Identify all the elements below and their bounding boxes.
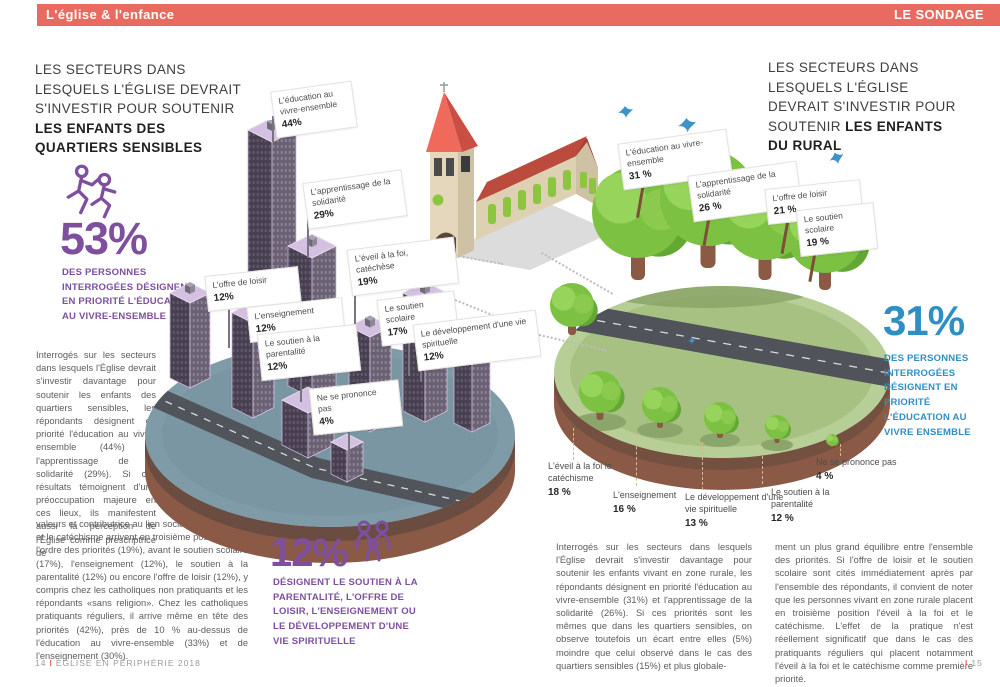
dotted-leader — [573, 428, 574, 460]
runners-icon — [66, 164, 117, 219]
label-value: 18 % — [548, 487, 571, 499]
dotted-leader — [636, 436, 637, 486]
bird-icon — [829, 152, 844, 165]
bird-icon — [678, 118, 696, 133]
stat-12-value: 12% — [270, 531, 348, 575]
stat-53-caption: DES PERSONNES INTERROGÉES DÉSIGNENT EN P… — [62, 267, 194, 323]
header-rubric: L'église & l'enfance — [46, 7, 175, 22]
bird-icon — [688, 338, 696, 344]
right-title-bold: LES ENFANTS DU RURAL — [768, 118, 943, 154]
dotted-leader — [762, 446, 763, 484]
left-body-paragraph-1: Interrogés sur les secteurs dans lesquel… — [36, 350, 156, 558]
label-text: Le développement d'une vie spirituelle — [685, 492, 784, 515]
left-title-bold: LES ENFANTS DES QUARTIERS SENSIBLES — [35, 120, 203, 156]
label-text: L'enseignement — [613, 490, 677, 500]
header-section-tag: LE SONDAGE — [894, 7, 984, 22]
stat-53-value: 53% — [60, 213, 148, 264]
label-value: 12 % — [771, 513, 794, 525]
sign-pole — [228, 300, 230, 348]
chart2-label-scolaire: Le soutien scolaire 19 % — [795, 202, 879, 258]
sign-pole — [272, 116, 274, 142]
label-value: 16 % — [613, 504, 636, 516]
right-body-column-2: ment un plus grand équilibre entre l'ens… — [775, 542, 973, 684]
left-body-paragraph-2: valeurs et contributrice au lien social.… — [36, 519, 248, 661]
footer-separator: I — [49, 658, 53, 668]
church-illustration — [426, 82, 613, 270]
label-text: Ne se prononce pas — [816, 457, 897, 467]
chart2-label-enseignement: L'enseignement 16 % — [613, 489, 705, 517]
stat-12-caption: DÉSIGNENT LE SOUTIEN À LA PARENTALITÉ, L… — [273, 577, 418, 647]
sign-pole — [408, 318, 410, 376]
right-body-column-1: Interrogés sur les secteurs dans lesquel… — [556, 542, 752, 671]
right-title-normal: LES SECTEURS DANS LESQUELS L'ÉGLISE DEVR… — [768, 60, 956, 134]
stat-31-value: 31% — [883, 297, 965, 344]
label-text: Le soutien à la parentalité — [771, 487, 830, 510]
sign-pole — [348, 418, 350, 462]
sign-pole — [300, 366, 302, 402]
bird-icon — [618, 106, 633, 118]
chart1-label-nsp: Ne se prononce pas 4% — [308, 379, 404, 436]
footer-right: I 15 — [962, 658, 983, 668]
dotted-leader — [702, 442, 703, 490]
family-icon — [355, 520, 391, 562]
birds-overlay — [618, 106, 844, 165]
right-section-title: LES SECTEURS DANS LESQUELS L'ÉGLISE DEVR… — [768, 58, 960, 156]
chart2-label-vie-spirituelle: Le développement d'une vie spirituelle 1… — [685, 491, 789, 531]
sign-pole — [307, 206, 309, 258]
left-title-normal: LES SECTEURS DANS LESQUELS L'ÉGLISE DEVR… — [35, 62, 241, 117]
left-section-title: LES SECTEURS DANS LESQUELS L'ÉGLISE DEVR… — [35, 60, 243, 158]
page-number: 14 — [35, 658, 47, 668]
footer-separator: I — [965, 658, 969, 668]
label-value: 13 % — [685, 518, 708, 530]
page-number: 15 — [971, 658, 983, 668]
footer-left: 14 I ÉGLISE EN PÉRIPHÉRIE 2018 — [35, 658, 201, 668]
dotted-leader — [840, 444, 841, 456]
sign-pole — [354, 278, 356, 328]
chart2-label-nsp: Ne se prononce pas 4 % — [816, 456, 932, 484]
footer-publication: ÉGLISE EN PÉRIPHÉRIE 2018 — [55, 658, 201, 668]
label-text: L'éveil à la foi le catéchisme — [548, 461, 612, 484]
church-windows — [488, 170, 571, 224]
label-value: 4 % — [816, 471, 834, 483]
cross-icon — [440, 82, 448, 92]
chart2-label-eveil: L'éveil à la foi le catéchisme 18 % — [548, 460, 620, 500]
header-bar: L'église & l'enfance LE SONDAGE — [37, 4, 1000, 26]
stat-31-caption: DES PERSONNES INTERROGÉES DÉSIGNENT EN P… — [884, 353, 971, 438]
chart2-label-parentalite: Le soutien à la parentalité 12 % — [771, 486, 847, 526]
rural-road — [554, 298, 890, 388]
